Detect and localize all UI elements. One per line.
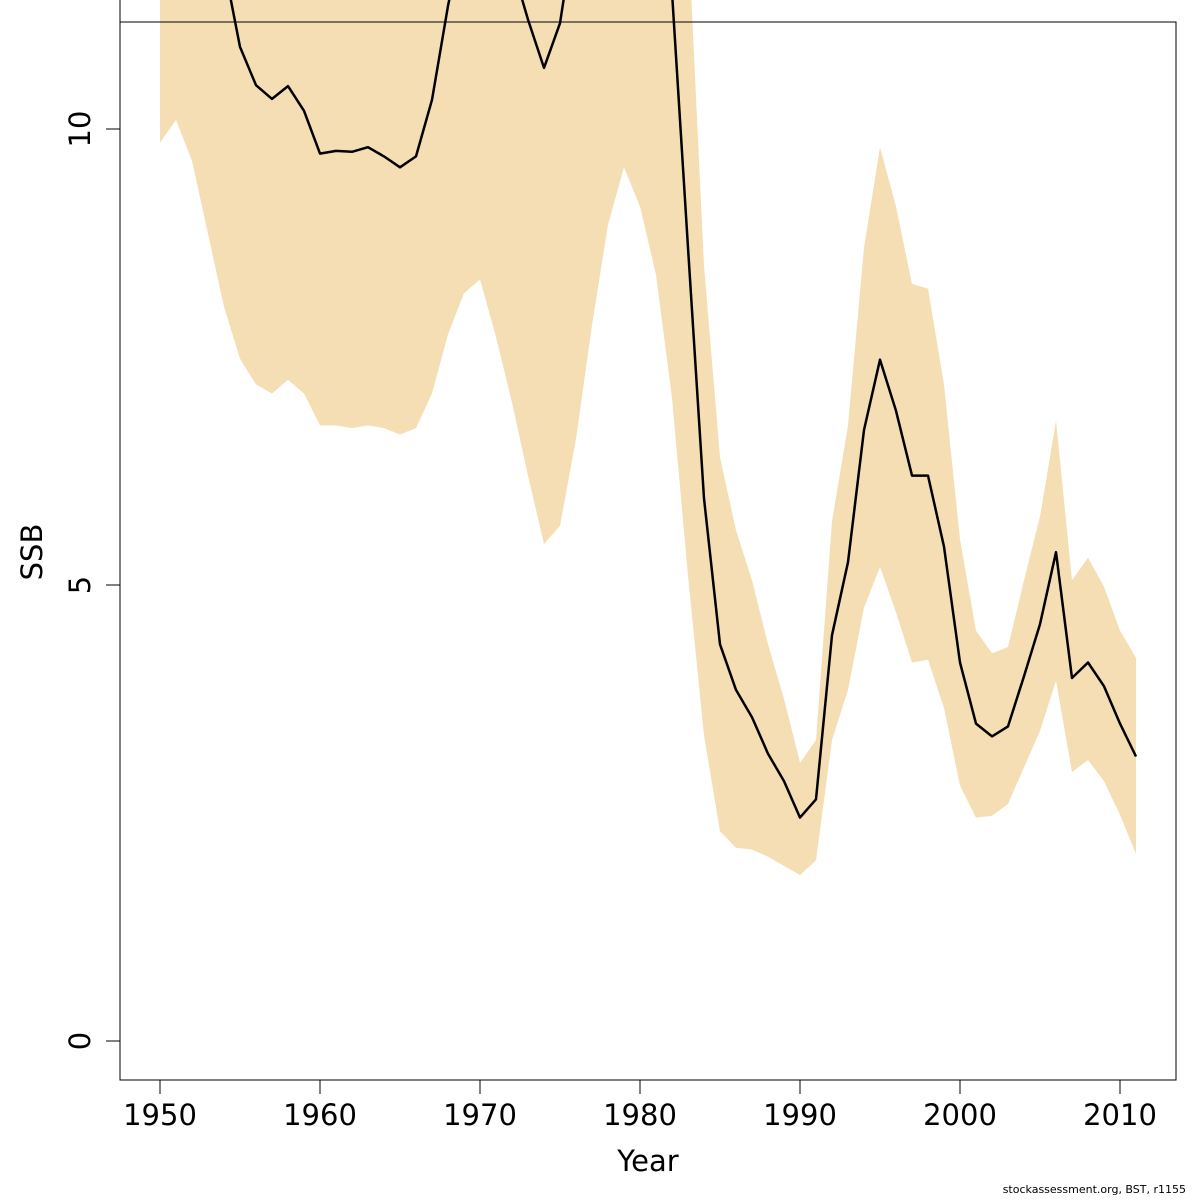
- x-tick-label: 1990: [763, 1098, 837, 1132]
- ssb-line-layer: [229, 0, 1138, 819]
- y-axis-label: SSB: [15, 524, 49, 581]
- confidence-band-layer: [160, 0, 1136, 875]
- x-tick-label: 2000: [923, 1098, 997, 1132]
- y-tick-label: 0: [63, 1032, 97, 1050]
- ssb-estimate-line: [229, 0, 1138, 819]
- confidence-band: [160, 0, 1136, 875]
- x-tick-label: 1980: [603, 1098, 677, 1132]
- y-axis: 05101520: [63, 0, 121, 1050]
- x-tick-label: 1970: [443, 1098, 517, 1132]
- x-axis-label: Year: [616, 1144, 678, 1178]
- y-tick-label: 10: [63, 111, 97, 148]
- footer-credit: stockassessment.org, BST, r1155: [1002, 1183, 1186, 1196]
- x-tick-label: 2010: [1083, 1098, 1157, 1132]
- y-tick-label: 5: [63, 576, 97, 594]
- x-tick-label: 1960: [283, 1098, 357, 1132]
- x-axis: 1950 1960 1970 1980 1990 2000 2010: [123, 1079, 1157, 1132]
- x-tick-label: 1950: [123, 1098, 197, 1132]
